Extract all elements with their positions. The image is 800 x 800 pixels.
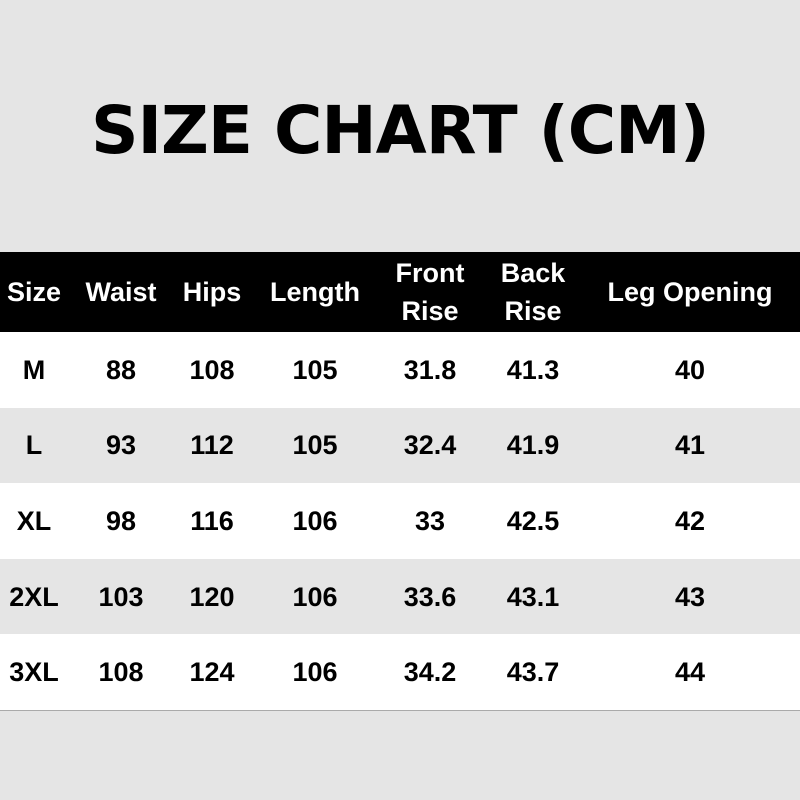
table-cell: 116 xyxy=(190,505,234,536)
column-header: Size xyxy=(6,277,62,307)
table-cell: 108 xyxy=(98,657,144,688)
table-cell: 103 xyxy=(98,581,144,612)
table-cell: 43 xyxy=(674,581,706,612)
table-cell: L xyxy=(25,430,43,461)
table-cell: 41.9 xyxy=(506,430,560,461)
page-title: SIZE CHART (CM) xyxy=(90,92,710,169)
table-cell: 120 xyxy=(189,581,235,612)
table-cell: 3XL xyxy=(9,657,59,688)
table-row: XL 98 116 106 33 42.5 42 xyxy=(0,483,800,559)
table-cell: 93 xyxy=(105,430,137,461)
table-cell: 31.8 xyxy=(403,354,457,385)
table-row: M 88 108 105 31.8 41.3 40 xyxy=(0,332,800,408)
table-cell: 106 xyxy=(292,581,338,612)
table-cell: 42.5 xyxy=(506,505,560,536)
table-cell: 88 xyxy=(105,354,137,385)
table-row: 3XL 108 124 106 34.2 43.7 44 xyxy=(0,634,800,710)
table-cell: 105 xyxy=(292,354,338,385)
table-cell: 43.1 xyxy=(506,581,560,612)
column-header: Waist xyxy=(85,277,157,307)
table-cell: 106 xyxy=(292,657,338,688)
column-header: Front Rise xyxy=(395,258,465,326)
column-header: Back Rise xyxy=(500,258,566,326)
table-cell: XL xyxy=(16,505,52,536)
column-header: Leg Opening xyxy=(607,277,773,307)
table-cell: 32.4 xyxy=(403,430,457,461)
table-cell: 41 xyxy=(674,430,706,461)
table-cell: 43.7 xyxy=(506,657,560,688)
table-cell: 112 xyxy=(190,430,234,461)
table-cell: 124 xyxy=(189,657,235,688)
table-cell: 106 xyxy=(292,505,338,536)
table-cell: 33 xyxy=(414,505,446,536)
table-cell: 2XL xyxy=(9,581,59,612)
table-cell: 108 xyxy=(189,354,235,385)
table-row: L 93 112 105 32.4 41.9 41 xyxy=(0,407,800,484)
table-cell: 105 xyxy=(292,430,338,461)
table-cell: 41.3 xyxy=(506,354,560,385)
table-cell: 40 xyxy=(674,354,706,385)
table-bottom-divider xyxy=(0,710,800,711)
table-row: 2XL 103 120 106 33.6 43.1 43 xyxy=(0,558,800,635)
column-header: Hips xyxy=(182,277,242,307)
table-cell: M xyxy=(22,354,46,385)
header-row: Size Waist Hips Length Front Rise Back Rise Le… xyxy=(0,252,800,332)
column-header: Length xyxy=(270,277,360,307)
table-cell: 33.6 xyxy=(403,581,457,612)
table-cell: 98 xyxy=(105,505,137,536)
table-cell: 44 xyxy=(674,657,706,688)
table-cell: 42 xyxy=(674,505,706,536)
size-table: Size Waist Hips Length Front Rise Back Rise Le… xyxy=(0,252,800,710)
table-cell: 34.2 xyxy=(403,657,457,688)
